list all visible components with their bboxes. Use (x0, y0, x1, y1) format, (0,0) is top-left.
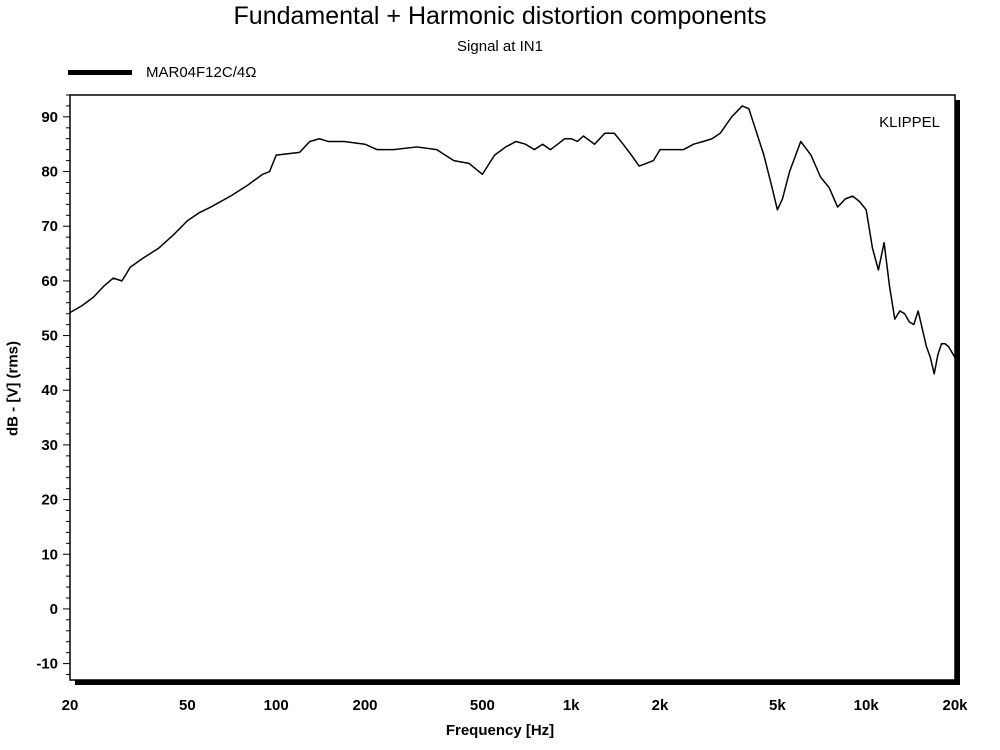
x-tick-label: 100 (264, 697, 289, 714)
x-tick-label: 200 (352, 697, 377, 714)
legend: MAR04F12C/4Ω (68, 64, 256, 81)
y-tick-label: 70 (41, 218, 58, 235)
y-tick-label: 60 (41, 273, 58, 290)
legend-swatch (68, 70, 132, 75)
series-group (69, 105, 956, 375)
x-axis-label: Frequency [Hz] (445, 722, 555, 739)
series-line (69, 105, 956, 375)
y-tick-label: 20 (41, 492, 58, 509)
chart-title: Fundamental + Harmonic distortion compon… (233, 2, 767, 30)
x-tick-label: 10k (854, 697, 880, 714)
axes (63, 94, 960, 685)
x-tick-label: 20 (62, 697, 79, 714)
chart-subtitle: Signal at IN1 (457, 38, 543, 55)
y-tick-label: -10 (36, 656, 58, 673)
y-tick-label: 80 (41, 164, 58, 181)
x-tick-label: 500 (470, 697, 495, 714)
legend-label: MAR04F12C/4Ω (146, 64, 257, 81)
x-tick-label: 1k (563, 697, 580, 714)
tick-labels: -10 0 10 20 30 40 50 60 70 80 90 20 50 100 200 500 1k 2k 5… (36, 109, 968, 714)
y-tick-label: 0 (50, 601, 58, 618)
y-tick-label: 10 (41, 546, 58, 563)
x-tick-label: 2k (652, 697, 669, 714)
x-tick-label: 50 (179, 697, 196, 714)
brand-label: KLIPPEL (879, 114, 940, 131)
y-tick-label: 30 (41, 437, 58, 454)
x-tick-label: 20k (942, 697, 968, 714)
x-tick-label: 5k (769, 697, 786, 714)
y-tick-label: 90 (41, 109, 58, 126)
plot-frame (69, 94, 956, 681)
plot-border (69, 94, 956, 681)
y-tick-label: 50 (41, 328, 58, 345)
y-tick-label: 40 (41, 382, 58, 399)
